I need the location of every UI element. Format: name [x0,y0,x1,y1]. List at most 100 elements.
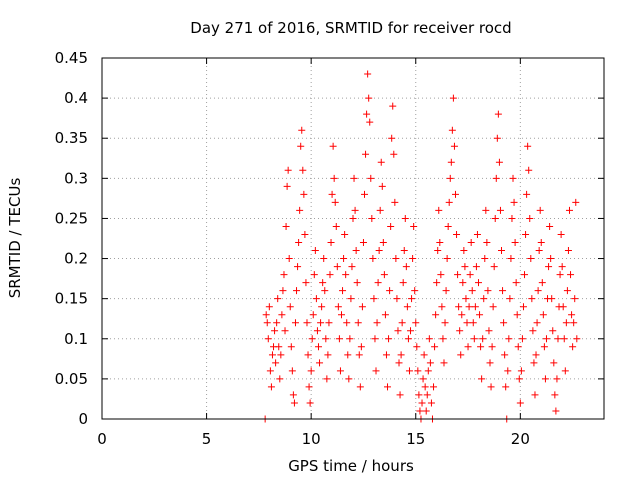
data-point [460,247,468,255]
data-point [275,343,283,351]
data-point [507,255,515,263]
data-point [565,206,573,214]
data-point [481,255,489,263]
data-point [490,263,498,271]
data-point [330,174,338,182]
data-point [571,295,579,303]
data-point [465,303,473,311]
data-point [472,263,480,271]
data-point [515,375,523,383]
data-point [404,335,412,343]
data-point [562,319,570,327]
data-point [477,343,485,351]
data-point [345,375,353,383]
data-point [489,303,497,311]
y-tick-label: 0.2 [64,250,88,268]
data-point [334,303,342,311]
data-point [561,367,569,375]
data-points [261,70,581,423]
data-point [432,311,440,319]
data-point [357,343,365,351]
data-point [337,311,345,319]
data-point [425,335,433,343]
data-point [501,351,509,359]
data-point [549,327,557,335]
data-point [352,247,360,255]
data-point [534,287,542,295]
data-point [446,174,454,182]
data-point [279,287,287,295]
data-point [464,343,472,351]
data-point [312,295,320,303]
data-point [570,319,578,327]
data-point [535,247,543,255]
data-point [512,279,520,287]
data-point [287,343,295,351]
data-point [396,391,404,399]
data-point [545,263,553,271]
data-point [471,303,479,311]
data-point [355,351,363,359]
data-point [391,198,399,206]
data-point [305,383,313,391]
data-point [423,391,431,399]
data-point [572,198,580,206]
data-point [293,287,301,295]
data-point [286,303,294,311]
data-point [281,327,289,335]
y-tick-label: 0 [78,410,88,428]
data-point [353,279,361,287]
data-point [540,343,548,351]
data-point [268,351,276,359]
data-point [264,335,272,343]
plot-frame [101,57,605,420]
data-point [324,351,332,359]
data-point [343,319,351,327]
data-point [468,287,476,295]
data-point [433,279,441,287]
data-point [479,335,487,343]
data-point [459,279,467,287]
data-point [366,118,374,126]
data-point [282,222,290,230]
y-tick-label: 0.45 [55,49,88,67]
data-point [496,206,504,214]
data-point [568,311,576,319]
chart-title: Day 271 of 2016, SRMTID for receiver roc… [190,19,511,37]
x-tick-label: 20 [511,430,530,448]
data-point [361,190,369,198]
data-point [278,311,286,319]
data-point [412,319,420,327]
data-point [453,230,461,238]
data-point [419,375,427,383]
data-point [285,255,293,263]
data-point [308,335,316,343]
data-point [327,239,335,247]
data-point [384,383,392,391]
data-point [332,222,340,230]
data-point [331,198,339,206]
data-point [393,295,401,303]
data-point [365,94,373,102]
data-point [478,375,486,383]
data-point [527,255,535,263]
data-point [277,351,285,359]
data-point [390,150,398,158]
data-point [448,126,456,134]
data-point [463,319,471,327]
data-point [329,142,337,150]
data-point [303,319,311,327]
data-point [377,158,385,166]
data-point [354,319,362,327]
data-point [418,399,426,407]
data-point [416,407,424,415]
data-point [450,142,458,150]
data-point [333,263,341,271]
data-point [526,214,534,222]
data-point [470,335,478,343]
data-point [475,279,482,287]
data-point [403,303,411,311]
data-point [283,182,291,190]
data-point [320,255,328,263]
data-point [280,271,288,279]
